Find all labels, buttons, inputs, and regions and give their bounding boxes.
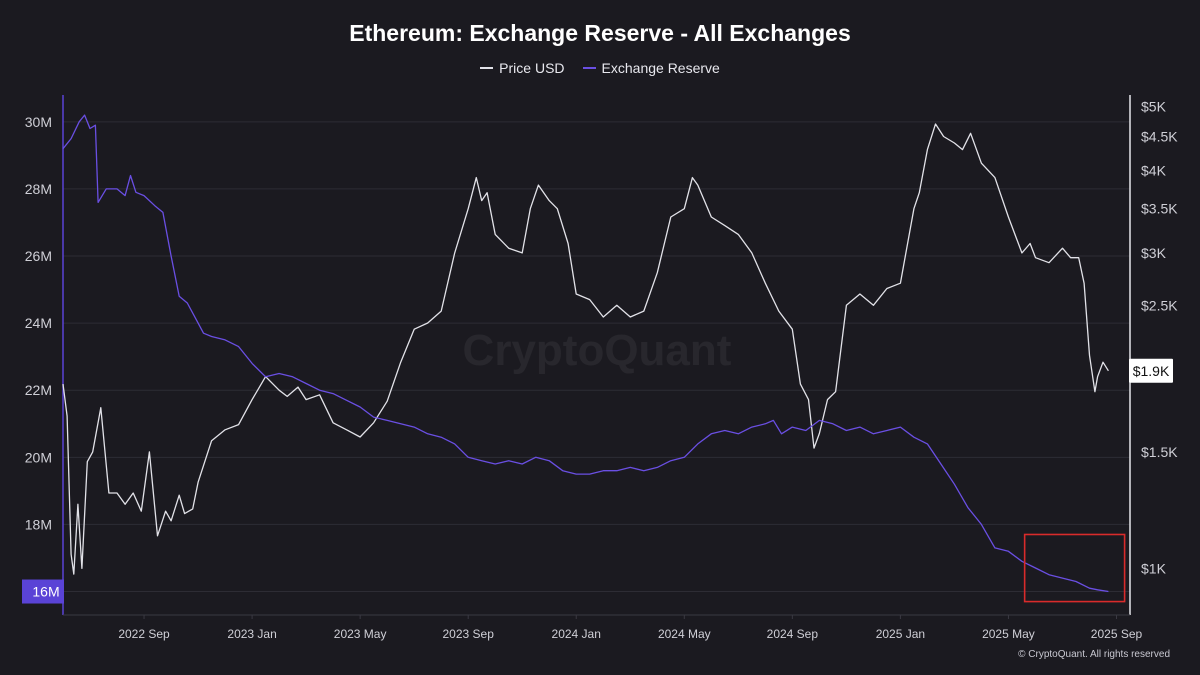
x-tick-label: 2023 Sep — [442, 627, 494, 641]
right-tick-label: $4K — [1141, 162, 1167, 178]
x-tick-label: 2025 Jan — [876, 627, 925, 641]
x-tick-label: 2025 Sep — [1091, 627, 1143, 641]
x-tick-label: 2024 Jan — [552, 627, 601, 641]
left-tick-label: 20M — [25, 449, 52, 465]
current-price-label: $1.9K — [1133, 363, 1170, 379]
legend-swatch-reserve — [582, 67, 596, 69]
left-tick-label: 22M — [25, 382, 52, 398]
left-tick-label: 30M — [25, 114, 52, 130]
left-tick-label: 24M — [25, 315, 52, 331]
left-tick-label: 26M — [25, 248, 52, 264]
x-tick-label: 2022 Sep — [118, 627, 170, 641]
left-tick-label: 18M — [25, 516, 52, 532]
right-tick-label: $1.5K — [1141, 444, 1178, 460]
chart-title: Ethereum: Exchange Reserve - All Exchang… — [349, 20, 851, 46]
x-tick-label: 2023 May — [334, 627, 387, 641]
x-tick-label: 2023 Jan — [227, 627, 276, 641]
legend-label-reserve: Exchange Reserve — [601, 60, 720, 76]
right-tick-label: $2.5K — [1141, 297, 1178, 313]
legend-item-price[interactable]: Price USD — [480, 60, 565, 76]
current-price-badge — [1129, 358, 1173, 383]
copyright-text: © CryptoQuant. All rights reserved — [1018, 649, 1170, 660]
right-tick-label: $5K — [1141, 98, 1167, 114]
chart-legend: Price USD Exchange Reserve — [0, 60, 1200, 76]
legend-swatch-price — [480, 67, 494, 69]
exchange-reserve-line — [62, 114, 1109, 593]
x-tick-label: 2025 May — [982, 627, 1035, 641]
right-tick-label: $3K — [1141, 245, 1167, 261]
x-tick-label: 2024 Sep — [767, 627, 819, 641]
legend-label-price: Price USD — [499, 60, 565, 76]
current-reserve-badge — [22, 579, 64, 604]
watermark-text: CryptoQuant — [463, 326, 732, 375]
current-reserve-label: 16M — [32, 584, 59, 600]
legend-item-reserve[interactable]: Exchange Reserve — [582, 60, 720, 76]
x-tick-label: 2024 May — [658, 627, 711, 641]
right-tick-label: $1K — [1141, 560, 1167, 576]
left-tick-label: 28M — [25, 181, 52, 197]
right-tick-label: $3.5K — [1141, 201, 1178, 217]
right-tick-label: $4.5K — [1141, 129, 1178, 145]
price-usd-line — [62, 123, 1109, 575]
highlight-box — [1023, 533, 1126, 603]
